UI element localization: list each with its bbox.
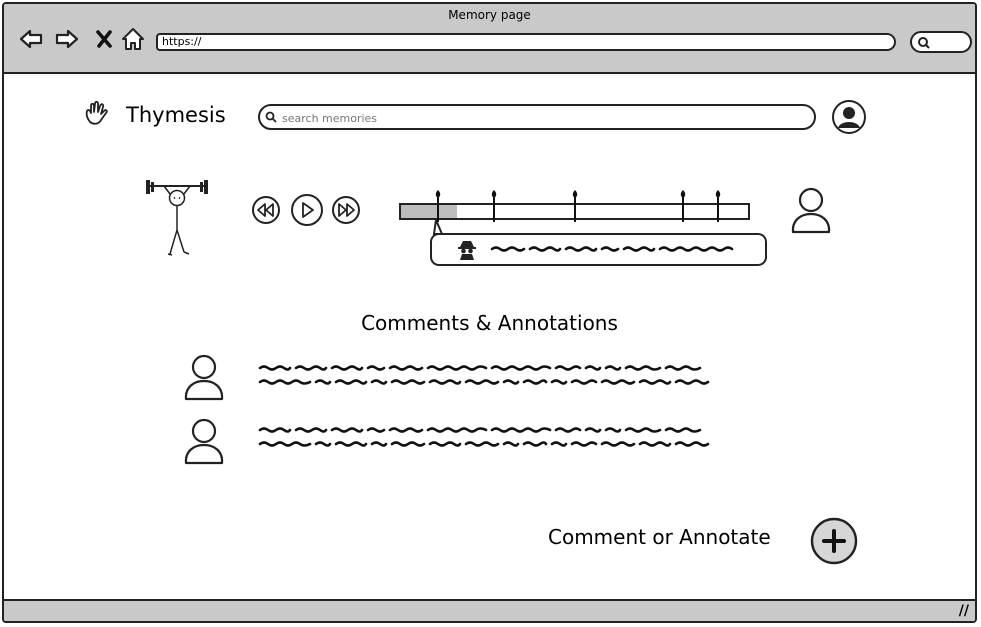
fast-forward-icon [332, 196, 360, 224]
user-icon [184, 418, 224, 465]
home-icon[interactable] [120, 26, 146, 56]
comments-heading: Comments & Annotations [361, 311, 618, 335]
forward-icon[interactable] [54, 26, 80, 56]
timeline-marker[interactable] [713, 189, 723, 223]
hand-icon [85, 100, 108, 125]
progress-fill [401, 205, 457, 218]
browser-toolbar: Memory page https:// [4, 4, 975, 74]
play-icon [291, 194, 323, 226]
spy-icon [458, 241, 476, 260]
play-button[interactable] [290, 193, 324, 231]
user-icon[interactable] [789, 186, 833, 236]
brand-name: Thymesis [126, 103, 226, 127]
search-input[interactable] [280, 108, 794, 128]
plus-icon [810, 517, 858, 565]
timeline-marker[interactable] [678, 189, 688, 223]
rewind-icon [252, 196, 280, 224]
browser-search-field[interactable] [910, 31, 972, 53]
comment-annotate-label[interactable]: Comment or Annotate [548, 525, 771, 549]
resize-handle-icon[interactable]: // [958, 603, 969, 619]
weightlifter-illustration [146, 180, 208, 256]
user-icon [184, 354, 224, 401]
back-icon[interactable] [18, 26, 44, 56]
search-icon [918, 37, 930, 49]
fast-forward-button[interactable] [331, 195, 361, 229]
status-bar: // [4, 599, 975, 621]
brand[interactable]: Thymesis [82, 100, 226, 130]
close-icon[interactable] [92, 26, 118, 56]
comment-text-placeholder [258, 427, 710, 447]
address-bar[interactable]: https:// [156, 33, 896, 51]
timeline-marker[interactable] [489, 189, 499, 223]
annotation-text-placeholder [490, 246, 734, 252]
annotation-tooltip[interactable] [430, 233, 767, 266]
rewind-button[interactable] [251, 195, 281, 229]
timeline-marker[interactable] [570, 189, 580, 223]
memory-search[interactable] [258, 104, 816, 130]
comment-text-placeholder [258, 365, 710, 385]
window-title: Memory page [448, 8, 531, 22]
user-avatar-icon[interactable] [831, 99, 867, 135]
search-icon [265, 111, 277, 123]
add-comment-button[interactable] [810, 517, 858, 565]
timeline-marker[interactable] [433, 189, 443, 223]
